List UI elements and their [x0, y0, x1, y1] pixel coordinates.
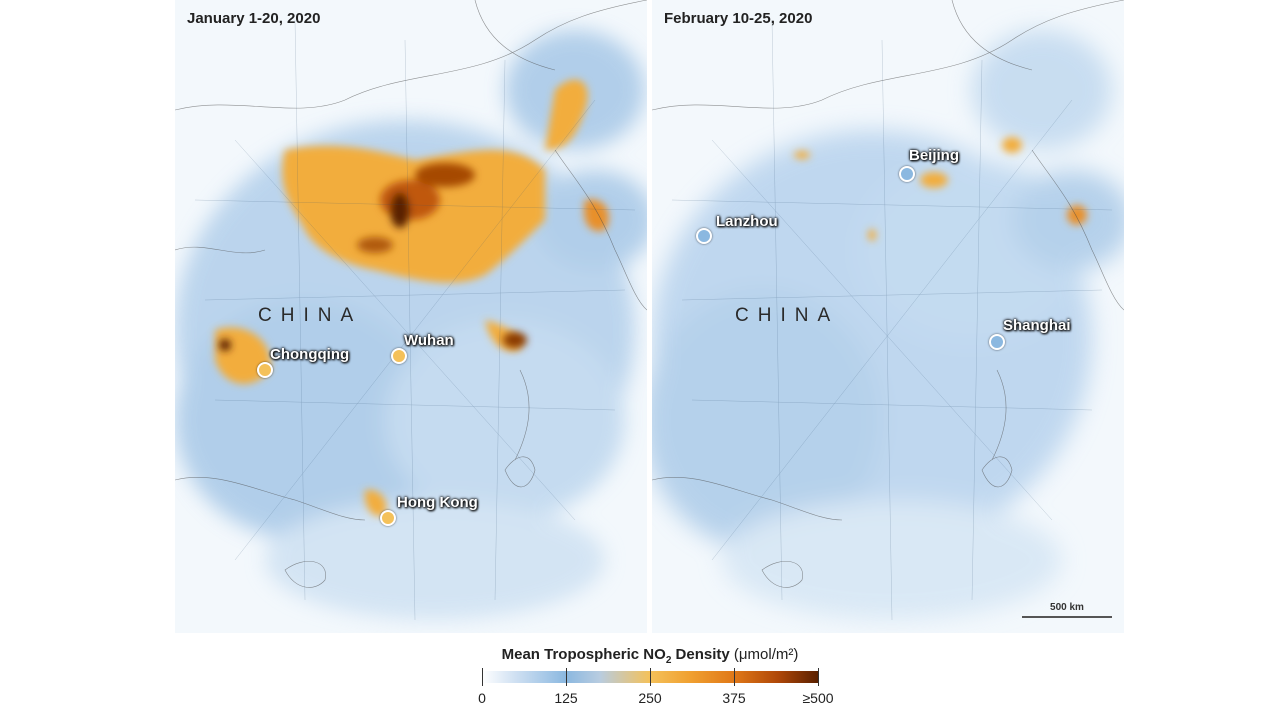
city-label-hong-kong: Hong Kong: [397, 494, 478, 511]
country-label-china: CHINA: [735, 305, 840, 326]
city-ring-icon: [899, 166, 915, 182]
legend-title-subscript: 2: [665, 655, 672, 666]
legend-tick: [818, 668, 819, 686]
scale-bar: 500 km: [1022, 602, 1112, 618]
city-label-lanzhou: Lanzhou: [716, 213, 778, 230]
no2-map-january: [175, 0, 647, 621]
legend-tick-label-500: ≥500: [802, 690, 834, 706]
legend-tick-label-0: 0: [478, 690, 486, 706]
legend-tick: [734, 668, 735, 686]
city-ring-icon: [989, 334, 1005, 350]
panel-title-february: February 10-25, 2020: [664, 10, 813, 27]
city-label-beijing: Beijing: [909, 147, 960, 164]
panel-title-january: January 1-20, 2020: [187, 10, 321, 27]
city-ring-icon: [696, 228, 712, 244]
legend-tick-label-375: 375: [722, 690, 746, 706]
city-ring-icon: [391, 348, 407, 364]
legend-tick: [482, 668, 483, 686]
scale-bar-line: [1022, 616, 1112, 618]
legend-tick-label-250: 250: [638, 690, 662, 706]
legend-title: Mean Tropospheric NO2 Density (μmol/m²): [440, 646, 860, 666]
map-panel-february: February 10-25, 2020 CHINA Beijing Lanzh…: [652, 0, 1124, 633]
city-label-chongqing: Chongqing: [270, 346, 350, 363]
color-legend: Mean Tropospheric NO2 Density (μmol/m²) …: [440, 640, 860, 720]
scale-bar-label: 500 km: [1050, 602, 1084, 613]
map-panel-january: January 1-20, 2020 CHINA Chongqing Wuhan…: [175, 0, 647, 633]
city-label-shanghai: Shanghai: [1003, 317, 1071, 334]
legend-tick: [650, 668, 651, 686]
legend-tick: [566, 668, 567, 686]
legend-title-text: Mean Tropospheric NO: [501, 646, 666, 663]
city-ring-icon: [380, 510, 396, 526]
city-label-wuhan: Wuhan: [404, 332, 454, 349]
city-ring-icon: [257, 362, 273, 378]
country-label-china: CHINA: [258, 305, 363, 326]
no2-map-february: [652, 0, 1124, 621]
legend-tick-label-125: 125: [554, 690, 578, 706]
legend-unit: (μmol/m²): [729, 646, 799, 663]
legend-title-rest: Density: [671, 646, 730, 663]
